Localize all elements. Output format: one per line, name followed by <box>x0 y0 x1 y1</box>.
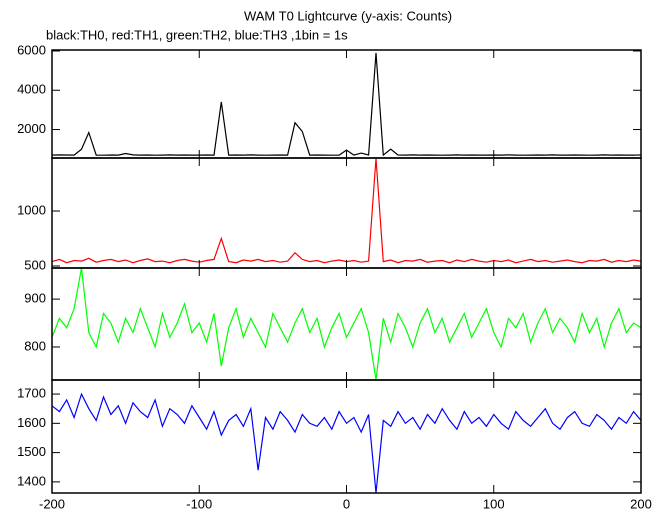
chart-subtitle: black:TH0, red:TH1, green:TH2, blue:TH3 … <box>46 27 348 42</box>
x-tick-label: 200 <box>630 496 652 511</box>
y-tick-label: 4000 <box>17 82 46 97</box>
chart-title: WAM T0 Lightcurve (y-axis: Counts) <box>244 8 452 23</box>
x-tick-label: -100 <box>186 496 212 511</box>
data-line <box>51 267 642 381</box>
y-tick-label: 500 <box>24 257 46 272</box>
y-tick-label: 1000 <box>17 202 46 217</box>
x-tick-label: -200 <box>39 496 65 511</box>
y-tick-label: 2000 <box>17 121 46 136</box>
y-tick-label: 1400 <box>17 473 46 488</box>
x-tick-label: 0 <box>343 496 350 511</box>
y-tick-label: 1700 <box>17 385 46 400</box>
data-line <box>51 52 642 157</box>
y-tick-label: 900 <box>24 291 46 306</box>
y-tick-label: 1500 <box>17 444 46 459</box>
y-tick-label: 6000 <box>17 42 46 57</box>
data-line <box>51 158 642 264</box>
panel-frame <box>51 49 642 159</box>
data-line <box>51 392 642 494</box>
y-tick-label: 1600 <box>17 415 46 430</box>
panel-frame <box>51 267 642 381</box>
panel-frame <box>51 379 642 494</box>
y-tick-label: 800 <box>24 338 46 353</box>
x-tick-label: 100 <box>483 496 505 511</box>
panel-frame <box>51 157 642 269</box>
